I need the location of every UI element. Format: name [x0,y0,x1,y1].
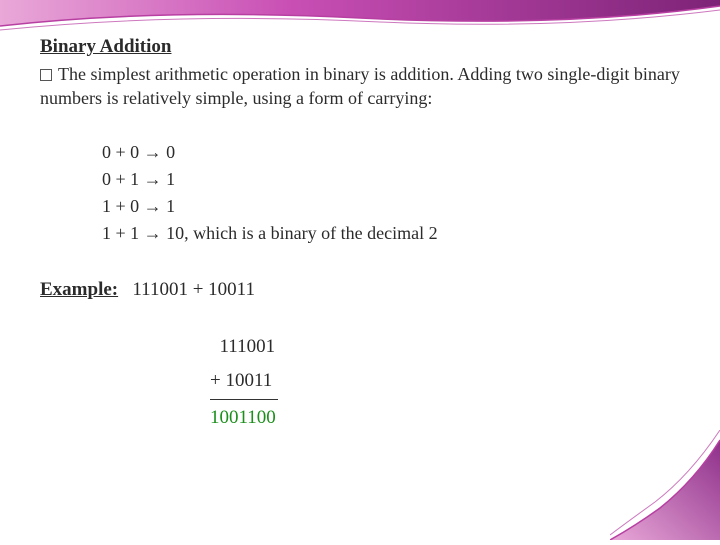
decorative-corner-swoosh [610,430,720,540]
operand-1: 111001 [210,331,680,363]
rule-item: 1 + 1 → 10, which is a binary of the dec… [102,220,680,247]
intro-paragraph: The simplest arithmetic operation in bin… [40,62,680,111]
example-expression: 111001 + 10011 [132,279,255,300]
slide-content: Binary Addition The simplest arithmetic … [0,0,720,456]
rule-item: 0 + 0 → 0 [102,139,680,166]
example-label: Example: [40,279,118,300]
calculation-block: 111001 + 10011 1001100 [40,331,680,435]
operand-2: + 10011 [210,365,680,400]
example-line: Example: 111001 + 10011 [40,279,680,301]
section-heading: Binary Addition [40,36,680,58]
rule-item: 1 + 0 → 1 [102,193,680,220]
decorative-top-swoosh [0,0,720,28]
rules-list: 0 + 0 → 0 0 + 1 → 1 1 + 0 → 1 1 + 1 → 10… [40,139,680,247]
square-bullet-icon [40,69,52,81]
rule-item: 0 + 1 → 1 [102,166,680,193]
intro-text: The simplest arithmetic operation in bin… [40,64,680,108]
